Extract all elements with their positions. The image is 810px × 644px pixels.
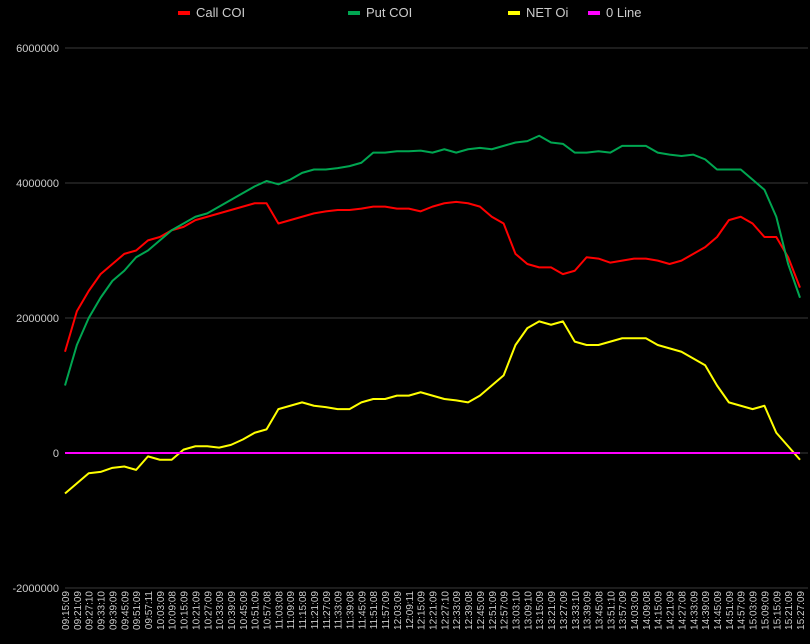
x-tick-label: 12:21:09 bbox=[429, 591, 440, 630]
x-tick-label: 14:15:09 bbox=[654, 591, 665, 630]
y-tick-label: 4000000 bbox=[16, 178, 59, 190]
x-tick-label: 10:45:09 bbox=[239, 591, 250, 630]
series-line bbox=[64, 320, 801, 495]
x-tick-label: 12:51:09 bbox=[488, 591, 499, 630]
x-tick-label: 09:39:09 bbox=[108, 591, 119, 630]
x-tick-label: 10:27:09 bbox=[203, 591, 214, 630]
x-tick-label: 13:39:09 bbox=[583, 591, 594, 630]
legend-swatch bbox=[178, 11, 190, 15]
x-tick-label: 10:33:09 bbox=[215, 591, 226, 630]
x-tick-label: 15:27:09 bbox=[796, 591, 807, 630]
x-tick-label: 10:21:09 bbox=[191, 591, 202, 630]
x-tick-label: 11:45:09 bbox=[357, 591, 368, 630]
x-tick-label: 14:33:09 bbox=[689, 591, 700, 630]
x-tick-label: 10:39:09 bbox=[227, 591, 238, 630]
x-tick-label: 13:15:09 bbox=[535, 591, 546, 630]
x-tick-label: 13:51:10 bbox=[606, 591, 617, 630]
x-tick-label: 11:51:08 bbox=[369, 591, 380, 630]
x-tick-label: 09:51:09 bbox=[132, 591, 143, 630]
legend-swatch bbox=[588, 11, 600, 15]
x-tick-label: 11:27:09 bbox=[322, 591, 333, 630]
y-tick-label: 0 bbox=[53, 448, 59, 460]
x-tick-label: 10:03:09 bbox=[156, 591, 167, 630]
x-tick-label: 12:03:09 bbox=[393, 591, 404, 630]
x-tick-label: 12:15:09 bbox=[417, 591, 428, 630]
x-tick-label: 09:21:09 bbox=[73, 591, 84, 630]
x-tick-label: 12:45:09 bbox=[476, 591, 487, 630]
x-tick-label: 09:27:10 bbox=[85, 591, 96, 630]
x-tick-label: 11:21:09 bbox=[310, 591, 321, 630]
x-tick-label: 13:45:08 bbox=[594, 591, 605, 630]
x-tick-label: 13:21:09 bbox=[547, 591, 558, 630]
legend-swatch bbox=[348, 11, 360, 15]
x-tick-label: 11:03:08 bbox=[274, 591, 285, 630]
x-tick-label: 14:45:09 bbox=[713, 591, 724, 630]
legend-label: Put COI bbox=[366, 5, 412, 20]
legend-label: 0 Line bbox=[606, 5, 641, 20]
x-tick-label: 11:15:08 bbox=[298, 591, 309, 630]
x-tick-label: 09:15:09 bbox=[61, 591, 72, 630]
legend-label: Call COI bbox=[196, 5, 245, 20]
x-tick-label: 12:09:11 bbox=[405, 591, 416, 630]
series-line bbox=[64, 200, 801, 353]
x-tick-label: 14:39:09 bbox=[701, 591, 712, 630]
x-tick-label: 13:57:09 bbox=[618, 591, 629, 630]
x-tick-label: 10:09:08 bbox=[168, 591, 179, 630]
x-tick-label: 11:33:09 bbox=[334, 591, 345, 630]
series-line bbox=[64, 134, 801, 386]
x-tick-label: 13:27:09 bbox=[559, 591, 570, 630]
x-tick-label: 14:57:09 bbox=[737, 591, 748, 630]
x-tick-label: 15:15:09 bbox=[772, 591, 783, 630]
x-tick-label: 15:09:09 bbox=[760, 591, 771, 630]
x-tick-label: 14:51:09 bbox=[725, 591, 736, 630]
x-tick-label: 11:39:08 bbox=[346, 591, 357, 630]
x-tick-label: 12:57:09 bbox=[500, 591, 511, 630]
x-tick-label: 14:27:08 bbox=[677, 591, 688, 630]
x-tick-label: 15:21:09 bbox=[784, 591, 795, 630]
x-tick-label: 12:27:10 bbox=[440, 591, 451, 630]
y-tick-label: 6000000 bbox=[16, 43, 59, 55]
x-tick-label: 10:15:09 bbox=[180, 591, 191, 630]
x-tick-label: 10:57:08 bbox=[263, 591, 274, 630]
x-tick-label: 09:57:11 bbox=[144, 591, 155, 630]
x-tick-label: 11:09:09 bbox=[286, 591, 297, 630]
x-tick-label: 12:39:08 bbox=[464, 591, 475, 630]
x-tick-label: 14:21:09 bbox=[666, 591, 677, 630]
x-tick-label: 13:09:10 bbox=[523, 591, 534, 630]
legend-swatch bbox=[508, 11, 520, 15]
x-tick-label: 09:33:10 bbox=[97, 591, 108, 630]
x-tick-label: 15:03:09 bbox=[749, 591, 760, 630]
x-tick-label: 14:09:08 bbox=[642, 591, 653, 630]
y-tick-label: -2000000 bbox=[13, 583, 60, 595]
y-tick-label: 2000000 bbox=[16, 313, 59, 325]
x-tick-label: 12:33:09 bbox=[452, 591, 463, 630]
x-tick-label: 10:51:09 bbox=[251, 591, 262, 630]
x-tick-label: 14:03:09 bbox=[630, 591, 641, 630]
x-tick-label: 13:33:10 bbox=[571, 591, 582, 630]
x-tick-label: 11:57:09 bbox=[381, 591, 392, 630]
x-tick-label: 09:45:09 bbox=[120, 591, 131, 630]
legend-label: NET Oi bbox=[526, 5, 568, 20]
x-tick-label: 13:03:10 bbox=[511, 591, 522, 630]
